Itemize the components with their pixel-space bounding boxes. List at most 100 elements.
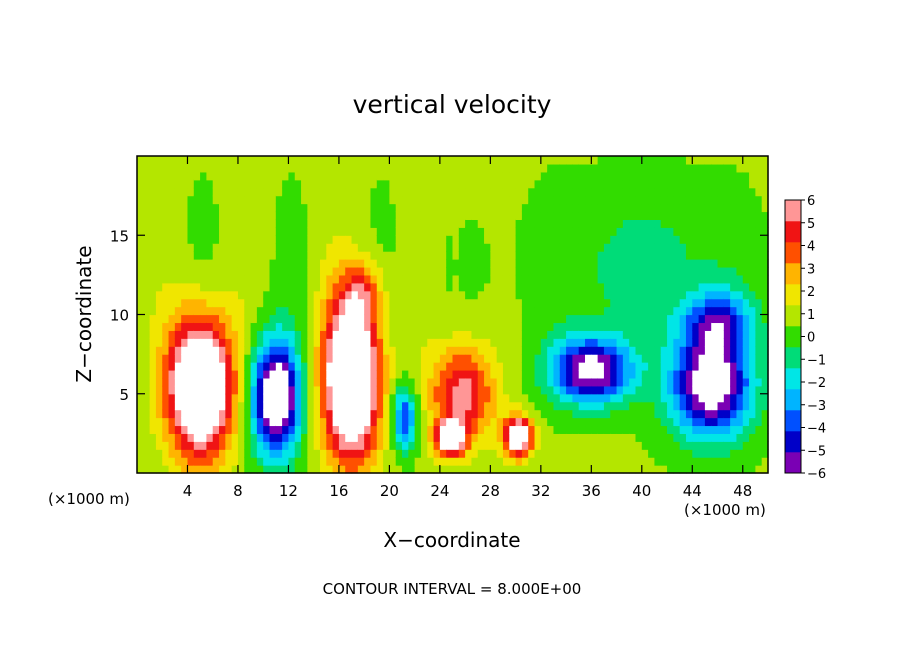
- heatmap-cell: [685, 465, 693, 474]
- heatmap-cell: [376, 195, 384, 205]
- heatmap-cell: [730, 441, 738, 450]
- heatmap-cell: [585, 187, 592, 197]
- heatmap-cell: [641, 401, 649, 411]
- heatmap-cell: [502, 401, 510, 411]
- heatmap-cell: [648, 346, 656, 355]
- heatmap-cell: [414, 465, 422, 474]
- heatmap-cell: [648, 243, 656, 252]
- heatmap-cell: [534, 163, 542, 173]
- heatmap-cell: [143, 219, 151, 228]
- heatmap-cell: [389, 338, 397, 347]
- heatmap-cell: [521, 401, 529, 411]
- heatmap-cell: [446, 377, 454, 387]
- heatmap-cell: [237, 369, 245, 379]
- heatmap-cell: [319, 251, 327, 260]
- heatmap-cell: [237, 330, 245, 339]
- heatmap-cell: [458, 298, 466, 308]
- heatmap-cell: [572, 401, 580, 411]
- heatmap-cell: [181, 409, 189, 419]
- heatmap-cell: [389, 314, 397, 324]
- heatmap-cell: [698, 465, 706, 474]
- heatmap-cell: [187, 425, 195, 434]
- heatmap-cell: [168, 314, 176, 324]
- heatmap-cell: [597, 393, 605, 403]
- heatmap-cell: [622, 330, 630, 339]
- heatmap-cell: [673, 298, 681, 308]
- heatmap-cell: [174, 465, 182, 474]
- heatmap-cell: [648, 385, 656, 395]
- heatmap-cell: [572, 243, 580, 252]
- heatmap-cell: [414, 203, 422, 213]
- heatmap-cell: [187, 369, 195, 379]
- heatmap-cell: [370, 266, 378, 276]
- heatmap-cell: [389, 465, 397, 474]
- heatmap-cell: [749, 457, 756, 466]
- heatmap-cell: [509, 259, 517, 268]
- heatmap-cell: [660, 338, 668, 347]
- heatmap-cell: [414, 266, 422, 276]
- heatmap-cell: [465, 377, 473, 387]
- heatmap-cell: [749, 266, 756, 276]
- heatmap-cell: [465, 211, 473, 220]
- heatmap-cell: [502, 322, 510, 331]
- heatmap-cell: [540, 457, 548, 466]
- heatmap-cell: [515, 219, 523, 228]
- heatmap-cell: [629, 274, 637, 284]
- heatmap-cell: [351, 314, 359, 324]
- heatmap-cell: [301, 171, 308, 181]
- heatmap-cell: [168, 235, 176, 244]
- heatmap-cell: [622, 441, 630, 450]
- x-tick-label: 36: [582, 482, 601, 500]
- heatmap-cell: [723, 259, 731, 268]
- heatmap-cell: [389, 187, 397, 197]
- heatmap-cell: [597, 274, 605, 284]
- heatmap-cell: [641, 274, 649, 284]
- heatmap-cell: [439, 171, 447, 181]
- heatmap-cell: [137, 156, 144, 165]
- heatmap-cell: [755, 465, 763, 474]
- heatmap-cell: [578, 163, 586, 173]
- heatmap-cell: [143, 251, 151, 260]
- heatmap-cell: [591, 163, 599, 173]
- heatmap-cell: [383, 290, 390, 300]
- heatmap-cell: [698, 187, 706, 197]
- heatmap-cell: [477, 330, 485, 339]
- heatmap-cell: [256, 346, 264, 355]
- heatmap-cell: [288, 187, 296, 197]
- heatmap-cell: [685, 266, 693, 276]
- heatmap-cell: [307, 322, 315, 331]
- heatmap-cell: [692, 227, 700, 236]
- heatmap-cell: [174, 425, 182, 434]
- heatmap-cell: [427, 330, 435, 339]
- heatmap-cell: [629, 179, 637, 189]
- heatmap-cell: [402, 338, 409, 347]
- heatmap-cell: [597, 187, 605, 197]
- heatmap-cell: [275, 243, 283, 252]
- heatmap-cell: [616, 243, 624, 252]
- heatmap-cell: [338, 251, 346, 260]
- heatmap-cell: [540, 362, 548, 371]
- heatmap-cell: [200, 163, 208, 173]
- heatmap-cell: [603, 330, 611, 339]
- heatmap-cell: [319, 163, 327, 173]
- heatmap-cell: [338, 369, 346, 379]
- heatmap-cell: [458, 211, 466, 220]
- heatmap-cell: [162, 259, 170, 268]
- heatmap-cell: [174, 235, 182, 244]
- heatmap-cell: [660, 425, 668, 434]
- heatmap-cell: [332, 441, 340, 450]
- heatmap-cell: [698, 362, 706, 371]
- heatmap-cell: [496, 259, 504, 268]
- heatmap-cell: [622, 385, 630, 395]
- heatmap-cell: [616, 330, 624, 339]
- heatmap-cell: [502, 266, 510, 276]
- heatmap-cell: [364, 401, 372, 411]
- heatmap-cell: [528, 369, 536, 379]
- heatmap-cell: [370, 449, 378, 458]
- heatmap-cell: [439, 251, 447, 260]
- heatmap-cell: [597, 259, 605, 268]
- heatmap-cell: [446, 251, 454, 260]
- heatmap-cell: [673, 330, 681, 339]
- heatmap-cell: [414, 449, 422, 458]
- heatmap-cell: [269, 362, 277, 371]
